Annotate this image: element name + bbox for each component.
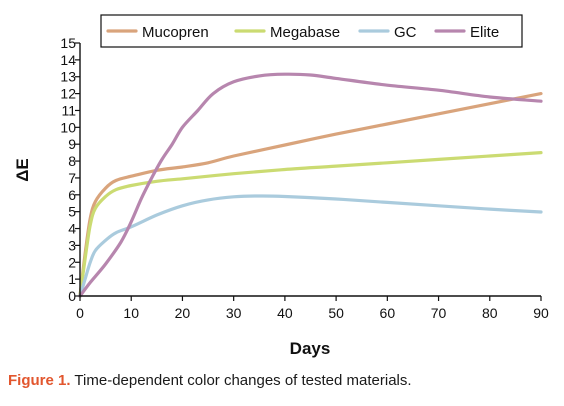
axes xyxy=(75,42,542,301)
y-tick-label: 5 xyxy=(68,204,76,220)
series-line-elite xyxy=(78,72,543,298)
y-tick-label: 0 xyxy=(68,288,76,304)
y-tick-label: 1 xyxy=(68,271,76,287)
x-tick-label: 0 xyxy=(76,305,84,321)
y-tick-label: 11 xyxy=(61,102,76,118)
x-tick-label: 70 xyxy=(431,305,447,321)
y-tick-label: 14 xyxy=(60,52,76,68)
legend-label-megabase: Megabase xyxy=(270,24,340,41)
series-layer xyxy=(78,72,543,298)
figure-label: Figure 1. xyxy=(8,372,71,389)
y-tick-label: 13 xyxy=(60,69,76,85)
y-tick-label: 2 xyxy=(68,254,76,270)
x-tick-label: 20 xyxy=(175,305,191,321)
series-line-gc xyxy=(78,194,543,298)
x-tick-label: 80 xyxy=(482,305,498,321)
y-tick-label: 9 xyxy=(68,136,76,152)
x-tick-label: 10 xyxy=(123,305,139,321)
y-tick-label: 12 xyxy=(60,86,76,102)
figure-caption: Figure 1. Time-dependent color changes o… xyxy=(8,372,412,389)
x-tick-label: 50 xyxy=(328,305,344,321)
x-tick-label: 90 xyxy=(533,305,549,321)
legend: Mucopren Megabase GC Elite xyxy=(100,14,523,48)
y-tick-label: 7 xyxy=(68,170,76,186)
x-tick-label: 40 xyxy=(277,305,293,321)
x-tick-label: 60 xyxy=(380,305,396,321)
y-axis-label: ΔE xyxy=(13,158,32,182)
x-tick-label: 30 xyxy=(226,305,242,321)
legend-label-mucopren: Mucopren xyxy=(142,24,209,41)
y-tick-label: 8 xyxy=(68,153,76,169)
y-tick-label: 4 xyxy=(68,221,76,237)
x-axis-label: Days xyxy=(290,339,331,358)
series-line-mucopren xyxy=(78,92,543,298)
y-tick-label: 15 xyxy=(60,35,76,51)
y-tick-label: 6 xyxy=(68,187,76,203)
legend-label-elite: Elite xyxy=(470,24,499,41)
figure-caption-text: Time-dependent color changes of tested m… xyxy=(74,372,412,389)
legend-label-gc: GC xyxy=(394,24,417,41)
y-tick-label: 3 xyxy=(68,237,76,253)
y-tick-label: 10 xyxy=(60,119,76,135)
series-line-megabase xyxy=(78,151,543,298)
